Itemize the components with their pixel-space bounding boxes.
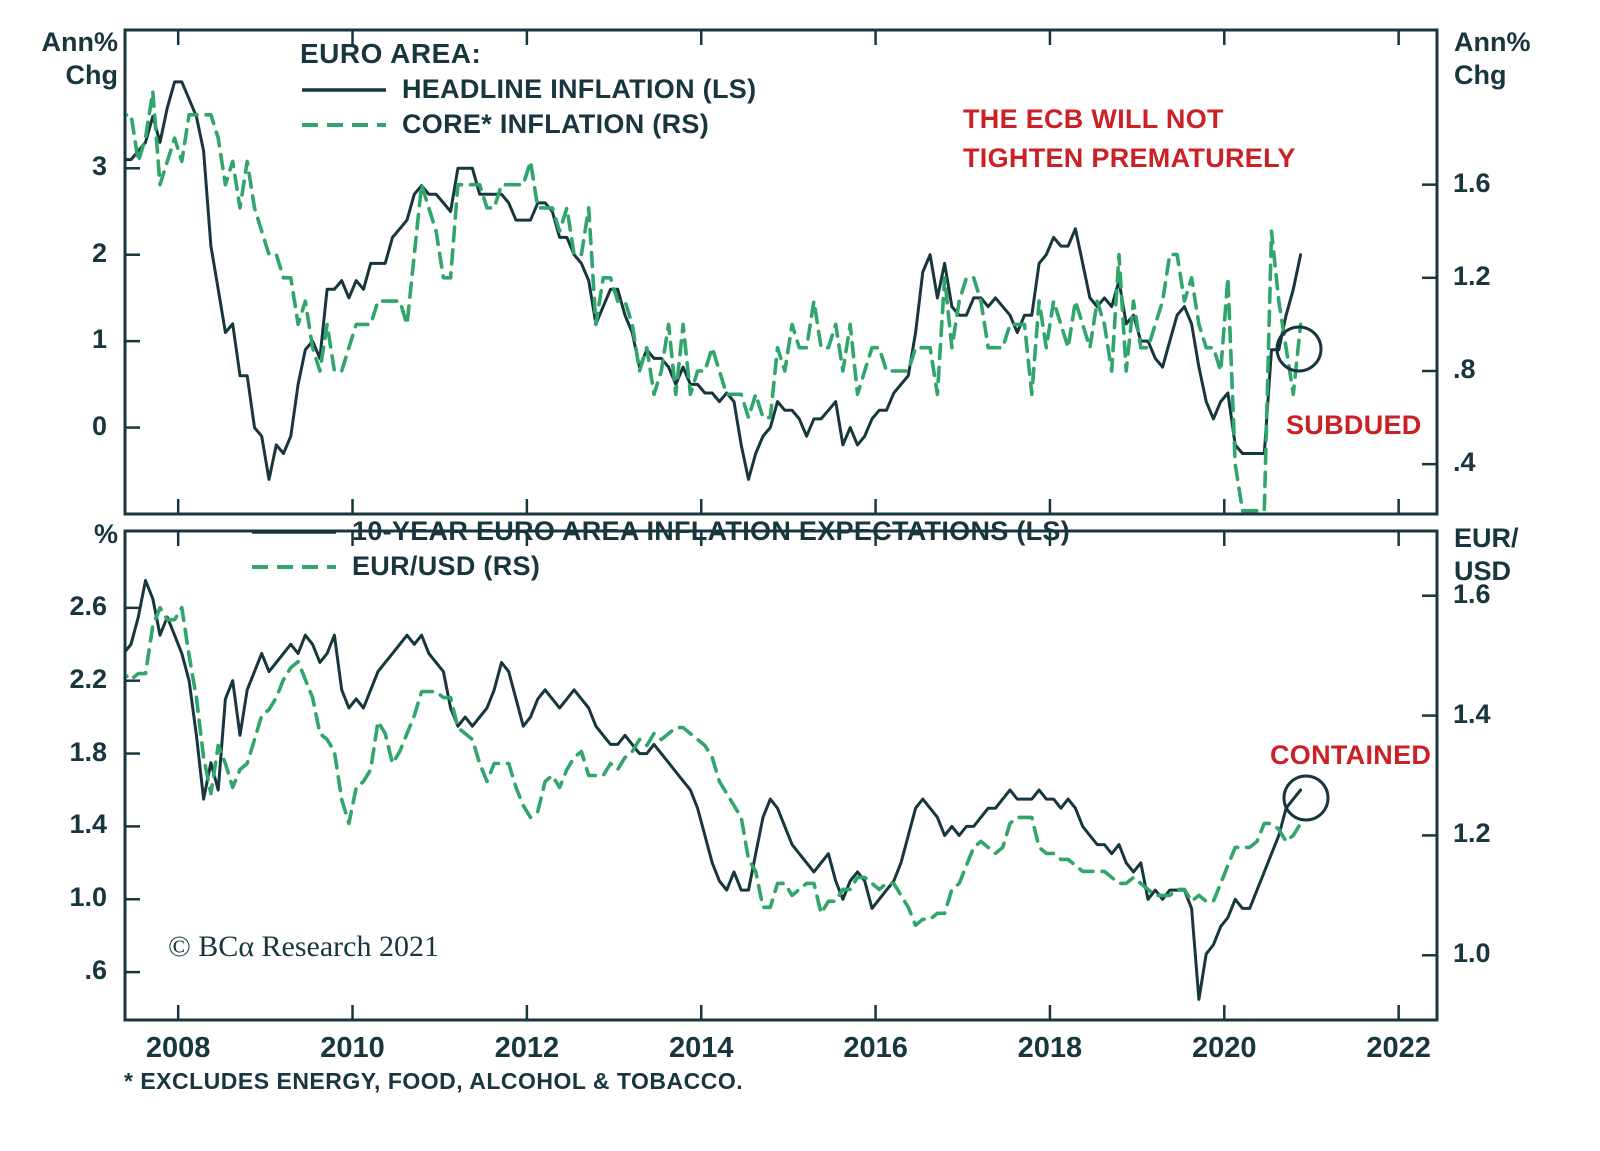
- legend-label-headline: HEADLINE INFLATION (LS): [402, 74, 757, 104]
- x-tick-label: 2022: [1366, 1032, 1431, 1064]
- top-series-1-line: [126, 89, 1303, 513]
- solid-line-icon: [252, 529, 336, 534]
- y-tick-label-right: 1.2: [1453, 818, 1491, 849]
- y-tick-label-left: 1.0: [69, 882, 107, 913]
- y-tick-label-left: 1: [91, 324, 107, 355]
- bottom-panel-left-axis-title: %: [93, 519, 118, 549]
- y-tick-label-right: 1.2: [1453, 260, 1491, 291]
- y-tick-label-left: 1.8: [69, 736, 107, 767]
- bottom-series-0-line: [126, 579, 1303, 1001]
- x-tick-label: 2010: [320, 1032, 385, 1064]
- y-tick-label-right: .4: [1453, 447, 1476, 478]
- top-panel-left-axis-title: Ann% Chg: [41, 27, 119, 90]
- solid-line-icon: [302, 87, 386, 92]
- top-legend-title: EURO AREA:: [300, 38, 482, 69]
- bottom-panel-right-axis-title: EUR/ USD: [1454, 523, 1519, 586]
- y-tick-label-left: 0: [91, 410, 107, 441]
- dashed-line-icon: [302, 122, 386, 127]
- contained-annotation: CONTAINED: [1270, 740, 1432, 770]
- ecb-annotation: THE ECB WILL NOT TIGHTEN PREMATURELY: [963, 104, 1296, 174]
- y-tick-label-left: 2.6: [69, 590, 107, 621]
- contained-circle-annotation: [1282, 774, 1330, 822]
- bottom-panel-legend: 10-YEAR EURO AREA INFLATION EXPECTATIONS…: [250, 514, 1070, 584]
- footnote: * EXCLUDES ENERGY, FOOD, ALCOHOL & TOBAC…: [124, 1068, 744, 1094]
- x-tick-label: 2014: [668, 1032, 734, 1064]
- legend-label-expectations: 10-YEAR EURO AREA INFLATION EXPECTATIONS…: [352, 516, 1071, 546]
- y-tick-label-left: 1.4: [69, 809, 107, 840]
- y-tick-label-left: 2.2: [69, 663, 107, 694]
- y-tick-label-left: .6: [84, 955, 107, 986]
- top-panel-legend: EURO AREA: HEADLINE INFLATION (LS) CORE*…: [300, 38, 756, 142]
- bottom-panel-frame: [123, 529, 1439, 1022]
- dashed-line-icon: [252, 564, 336, 569]
- y-tick-label-left: 2: [91, 237, 107, 268]
- subdued-circle-annotation: [1275, 325, 1323, 373]
- y-tick-label-right: 1.0: [1453, 938, 1491, 969]
- x-tick-label: 2020: [1192, 1032, 1257, 1064]
- legend-row-core: CORE* INFLATION (RS): [300, 107, 756, 142]
- x-tick-label: 2008: [145, 1032, 211, 1064]
- y-tick-label-left: 3: [91, 151, 107, 182]
- legend-row-expectations: 10-YEAR EURO AREA INFLATION EXPECTATIONS…: [250, 514, 1070, 549]
- bca-copyright: © BCα Research 2021: [168, 930, 439, 963]
- legend-row-eurusd: EUR/USD (RS): [250, 549, 1070, 584]
- x-tick-label: 2012: [494, 1032, 560, 1064]
- x-tick-label: 2016: [843, 1032, 908, 1064]
- top-panel-frame: [123, 28, 1439, 516]
- y-tick-label-right: 1.4: [1453, 698, 1491, 729]
- legend-label-core: CORE* INFLATION (RS): [402, 109, 709, 139]
- y-tick-label-right: 1.6: [1453, 167, 1491, 198]
- subdued-annotation: SUBDUED: [1286, 410, 1422, 440]
- legend-label-eurusd: EUR/USD (RS): [352, 551, 541, 581]
- top-panel-right-axis-title: Ann% Chg: [1454, 27, 1531, 90]
- y-tick-label-right: .8: [1453, 353, 1476, 384]
- legend-row-headline: HEADLINE INFLATION (LS): [300, 72, 756, 107]
- y-tick-label-right: 1.6: [1453, 578, 1491, 609]
- bottom-series-1-line: [126, 605, 1303, 928]
- x-tick-label: 2018: [1017, 1032, 1083, 1064]
